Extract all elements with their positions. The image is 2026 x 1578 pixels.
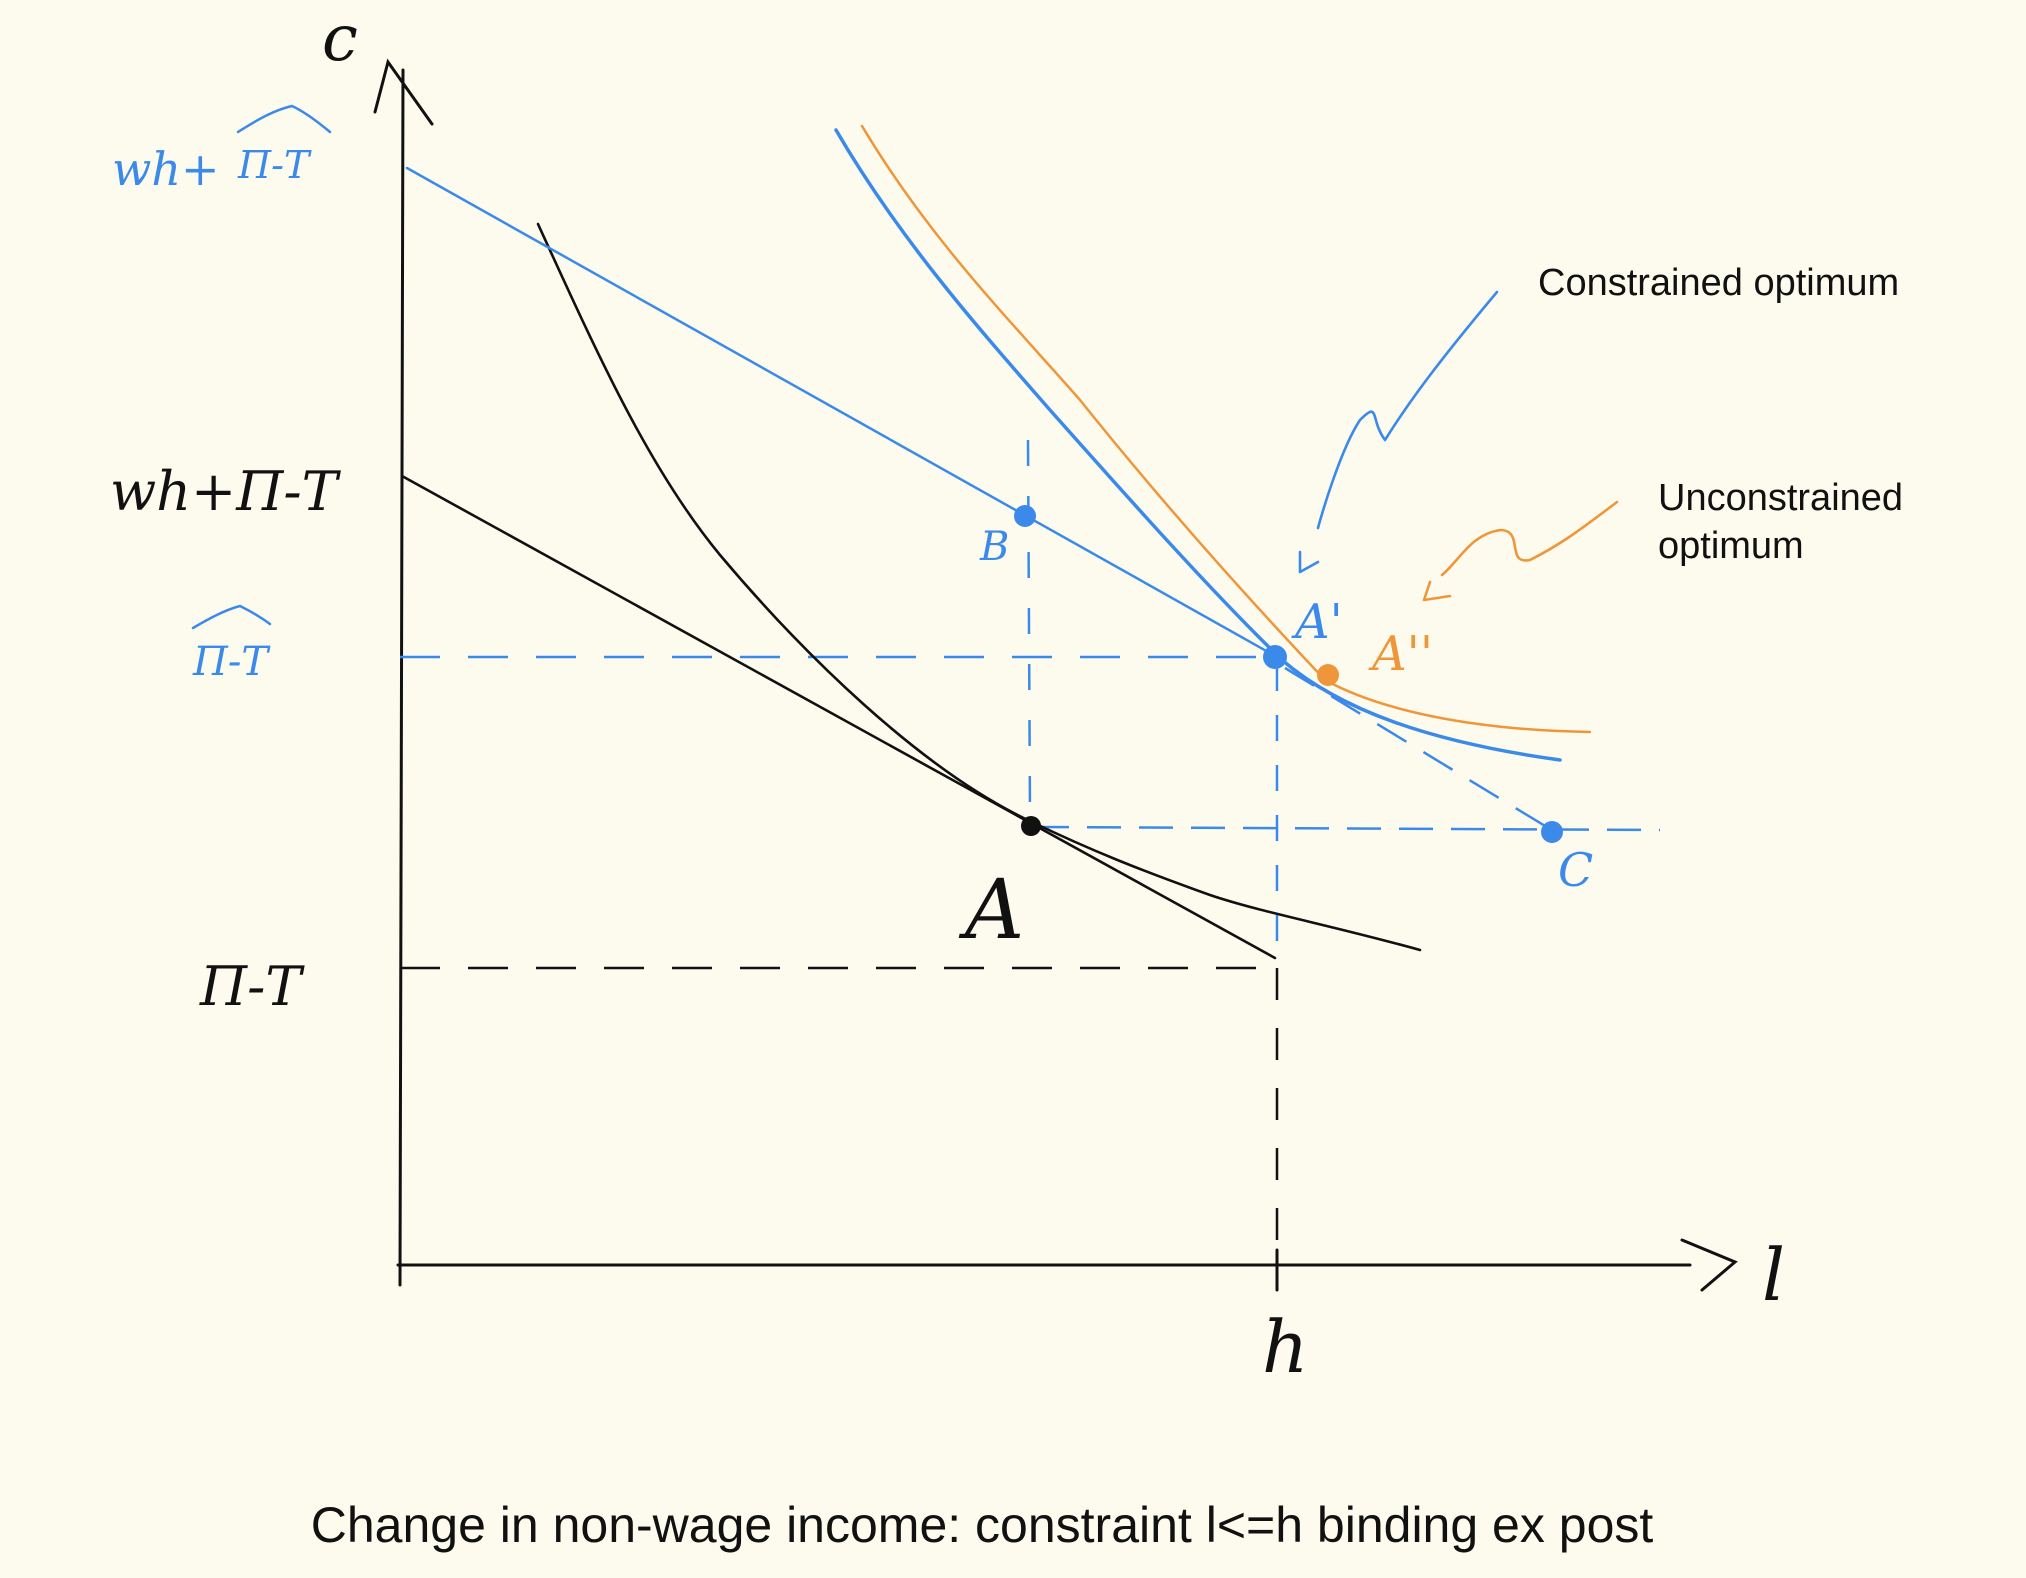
unconstrained-arrowhead (1422, 580, 1452, 602)
original-budget (400, 222, 1422, 960)
y-axis (398, 68, 405, 1287)
x-axis-label: l (1762, 1233, 1785, 1317)
hat-middle (191, 604, 272, 630)
x-tick-h-label: h (1262, 1305, 1308, 1389)
hat-top (236, 104, 332, 134)
blue-dashed-b-vertical (1026, 439, 1032, 816)
hat-marks (191, 104, 332, 630)
unconstrained-optimum-label-1: Unconstrained (1658, 477, 1903, 519)
black-budget-line (400, 474, 1277, 960)
constrained-optimum-label: Constrained optimum (1538, 262, 1899, 304)
blue-dashed-a-horizontal (1034, 825, 1661, 832)
annotation-arrows (1298, 290, 1619, 602)
axes (373, 58, 1738, 1292)
point-c (1541, 821, 1563, 843)
new-budget (405, 128, 1562, 762)
x-axis-arrowhead (1680, 1238, 1738, 1292)
label-c: C (1558, 843, 1593, 897)
y-tick-pi-t: Π-T (199, 955, 305, 1018)
label-a: A (958, 863, 1024, 958)
point-a-double (1317, 664, 1339, 686)
y-tick-pi-t-hat-top: Π-T (237, 143, 312, 187)
points (1014, 505, 1563, 843)
label-b: B (979, 524, 1009, 570)
dashed-guides (400, 439, 1661, 1240)
blue-indifference-curve (834, 128, 1562, 762)
y-tick-pi-t-hat: Π-T (192, 639, 271, 685)
orange-indifference-curve (860, 124, 1592, 734)
figure-caption: Change in non-wage income: constraint l<… (311, 1497, 1654, 1553)
point-b (1014, 505, 1036, 527)
point-a-prime (1263, 645, 1287, 669)
unconstrained-arrow (1440, 500, 1619, 577)
constrained-arrow (1316, 290, 1499, 530)
point-a (1021, 816, 1041, 836)
y-tick-wh-pi-t: wh+Π-T (110, 460, 342, 523)
constrained-arrowhead (1298, 550, 1320, 574)
blue-budget-line (405, 166, 1279, 659)
black-indifference-curve (536, 222, 1422, 952)
y-axis-arrowhead (373, 58, 434, 126)
y-tick-wh-plus: wh+ (112, 142, 220, 196)
label-a-double: A'' (1368, 626, 1433, 682)
unconstrained-optimum-label-2: optimum (1658, 525, 1804, 567)
label-a-prime: A' (1291, 594, 1343, 650)
y-axis-label: c (322, 2, 358, 76)
